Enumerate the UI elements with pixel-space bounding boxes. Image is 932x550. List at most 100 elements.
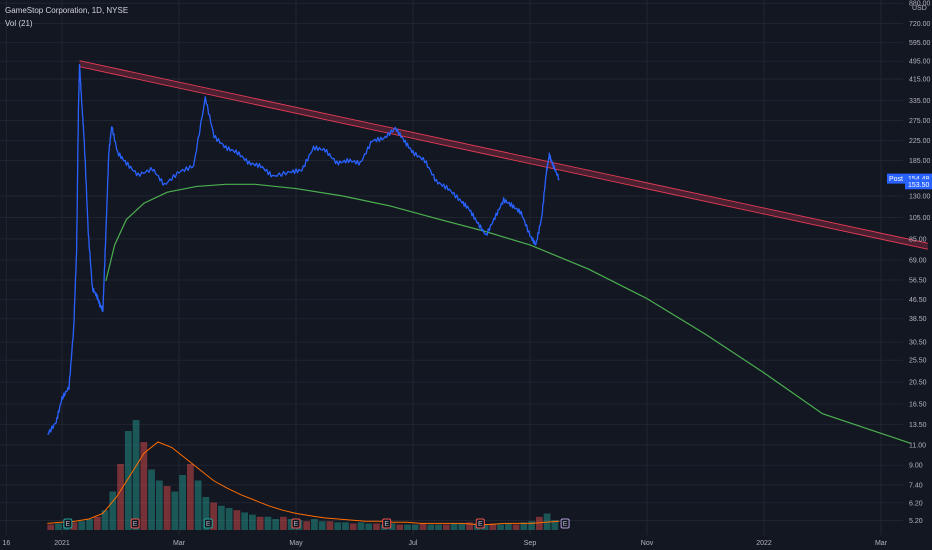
volume-bar bbox=[155, 480, 163, 530]
earnings-marker bbox=[130, 518, 140, 529]
earnings-marker bbox=[291, 518, 301, 529]
volume-bar bbox=[233, 510, 241, 530]
volume-bar bbox=[132, 420, 140, 530]
y-axis[interactable]: 880.00 720.00 595.00 495.00 415.00 335.00 275.… bbox=[909, 1, 931, 525]
volume-bar bbox=[256, 516, 264, 530]
volume-bar bbox=[225, 508, 233, 530]
symbol-title[interactable]: GameStop Corporation, 1D, NYSE bbox=[5, 6, 129, 15]
price-tags: Post154.48153.50 bbox=[887, 173, 932, 190]
y-tick-label: 880.00 bbox=[909, 1, 931, 8]
y-tick-label: 495.00 bbox=[909, 59, 931, 66]
resistance-trendline[interactable] bbox=[79, 60, 928, 250]
volume-bar bbox=[349, 523, 357, 530]
earnings-marker bbox=[382, 518, 392, 529]
volume-bar bbox=[427, 524, 435, 530]
y-tick-label: 130.00 bbox=[909, 194, 931, 201]
x-tick-label: 2021 bbox=[54, 540, 70, 547]
volume-bar bbox=[101, 510, 109, 530]
y-tick-label: 335.00 bbox=[909, 98, 931, 105]
volume-bar bbox=[272, 519, 280, 530]
volume-bar bbox=[163, 486, 171, 530]
volume-bar bbox=[458, 523, 466, 530]
arc-curve[interactable] bbox=[105, 183, 911, 444]
volume-bar bbox=[249, 514, 256, 530]
volume-bar bbox=[528, 521, 535, 530]
earnings-marker-label: E bbox=[384, 521, 389, 528]
volume-bar bbox=[186, 464, 194, 530]
volume-bar bbox=[311, 519, 318, 530]
volume-bar bbox=[218, 505, 225, 530]
x-tick-label: Mar bbox=[875, 540, 888, 547]
volume-bar bbox=[489, 523, 497, 530]
volume-bar bbox=[287, 519, 295, 530]
y-tick-label: 225.00 bbox=[909, 138, 931, 145]
earnings-marker-label: E bbox=[206, 521, 211, 528]
x-tick-label: May bbox=[289, 540, 303, 547]
y-tick-label: 16.50 bbox=[909, 402, 927, 409]
volume-bar bbox=[396, 524, 404, 530]
x-tick-label: Sep bbox=[524, 540, 537, 547]
y-tick-label: 185.00 bbox=[909, 158, 931, 165]
volume-bar bbox=[86, 519, 93, 530]
earnings-marker-label: E bbox=[478, 521, 483, 528]
y-tick-label: 69.00 bbox=[909, 257, 927, 264]
y-tick-label: 415.00 bbox=[909, 77, 931, 84]
volume-bar bbox=[194, 480, 202, 530]
volume-bar bbox=[373, 523, 380, 530]
earnings-marker bbox=[203, 518, 213, 529]
volume-bar bbox=[179, 475, 186, 530]
volume-bar bbox=[303, 521, 311, 530]
earnings-marker bbox=[560, 518, 570, 529]
volume-bar bbox=[202, 497, 210, 530]
volume-bar bbox=[78, 521, 86, 530]
volume-bar bbox=[512, 524, 520, 530]
volume-bar bbox=[450, 523, 458, 530]
volume-bar bbox=[520, 522, 528, 530]
y-tick-label: 595.00 bbox=[909, 40, 931, 47]
post-tag-label: Post bbox=[889, 176, 903, 183]
x-tick-label: Mar bbox=[173, 540, 186, 547]
volume-bar bbox=[171, 491, 179, 530]
volume-bar bbox=[535, 516, 543, 530]
grid bbox=[0, 0, 903, 535]
trendline-band bbox=[79, 60, 928, 250]
x-tick-label: Jul bbox=[409, 540, 418, 547]
earnings-marker-label: E bbox=[66, 521, 71, 528]
y-tick-label: 85.00 bbox=[909, 236, 927, 243]
price-line bbox=[47, 63, 560, 436]
earnings-marker bbox=[475, 518, 485, 529]
volume-bar bbox=[342, 522, 349, 530]
volume-bar bbox=[435, 524, 442, 530]
y-tick-label: 7.40 bbox=[909, 482, 923, 489]
volume-title[interactable]: Vol (21) bbox=[5, 19, 33, 28]
x-axis[interactable]: 162021MarMayJulSepNov2022MarMayJulSepNov… bbox=[3, 540, 932, 547]
volume-bar bbox=[93, 516, 101, 530]
volume-bar bbox=[419, 523, 427, 530]
y-tick-label: 720.00 bbox=[909, 21, 931, 28]
volume-histogram bbox=[47, 420, 560, 530]
y-tick-label: 46.50 bbox=[909, 297, 927, 304]
volume-bar bbox=[117, 464, 124, 530]
volume-bar bbox=[551, 520, 559, 530]
post-value-box bbox=[905, 173, 932, 184]
curve-line bbox=[105, 183, 911, 444]
volume-bar bbox=[70, 522, 78, 530]
legend: GameStop Corporation, 1D, NYSE Vol (21) bbox=[5, 4, 128, 30]
volume-bar bbox=[124, 431, 132, 530]
x-tick-label: Nov bbox=[641, 540, 654, 547]
y-tick-label: 5.20 bbox=[909, 518, 923, 525]
currency-label: USD bbox=[912, 5, 927, 12]
volume-bar bbox=[109, 491, 117, 530]
volume-bar bbox=[326, 521, 334, 530]
earnings-marker-label: E bbox=[133, 521, 138, 528]
earnings-marker-label: E bbox=[563, 521, 568, 528]
last-value-box bbox=[905, 179, 932, 190]
volume-ma-line bbox=[47, 441, 560, 525]
y-tick-label: 11.00 bbox=[909, 443, 926, 450]
earnings-marker bbox=[63, 518, 73, 529]
volume-bar bbox=[481, 524, 489, 530]
volume-bar bbox=[264, 516, 272, 530]
x-tick-label: 16 bbox=[3, 540, 11, 547]
